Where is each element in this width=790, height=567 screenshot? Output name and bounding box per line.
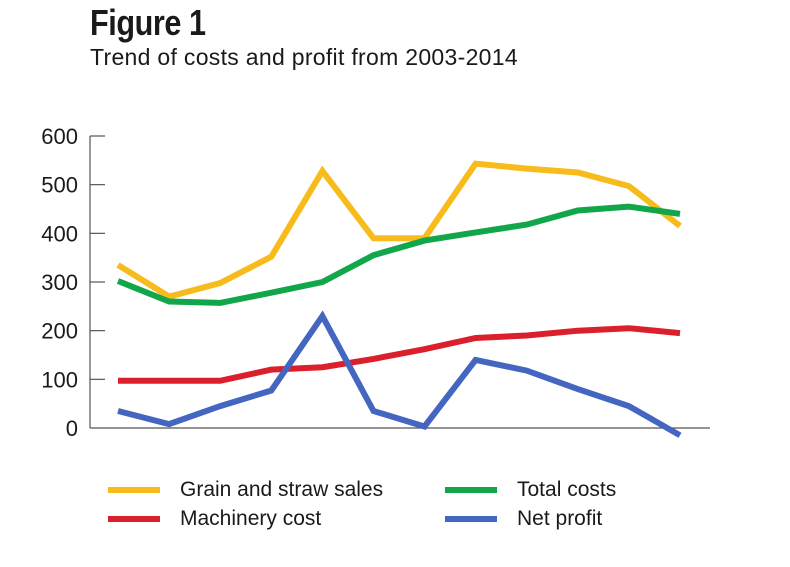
figure-title: Figure 1 [90,2,206,43]
legend-item-total-costs: Total costs [445,478,616,502]
y-tick-label-0: 0 [66,416,78,441]
figure-subtitle: Trend of costs and profit from 2003-2014 [90,44,518,70]
y-tick-label-100: 100 [41,367,78,392]
legend-item-net-profit: Net profit [445,507,602,531]
legend-swatch-net-profit [445,516,497,522]
y-tick-label-200: 200 [41,319,78,344]
y-tick-label-500: 500 [41,173,78,198]
legend-item-grain: Grain and straw sales [108,478,383,502]
axes: 0 100 200 300 400 500 600 [41,124,710,441]
series-line-machinery-cost [118,325,681,384]
legend-label-machinery: Machinery cost [180,507,322,530]
y-tick-label-600: 600 [41,124,78,149]
legend-swatch-grain [108,487,160,493]
legend-swatch-machinery [108,516,160,522]
series-line-total-costs [116,203,681,306]
line-chart: 0 100 200 300 400 500 600 [41,124,710,441]
legend-label-grain: Grain and straw sales [180,478,384,501]
series-line-grain-and-straw-sales [116,160,682,300]
y-tick-label-300: 300 [41,270,78,295]
series-lines [116,160,682,438]
legend-swatch-total-costs [445,487,497,493]
series-line-net-profit [117,310,682,438]
legend-label-total-costs: Total costs [517,478,617,501]
legend-item-machinery: Machinery cost [108,507,321,531]
y-tick-label-400: 400 [41,221,78,246]
legend-label-net-profit: Net profit [517,507,603,530]
